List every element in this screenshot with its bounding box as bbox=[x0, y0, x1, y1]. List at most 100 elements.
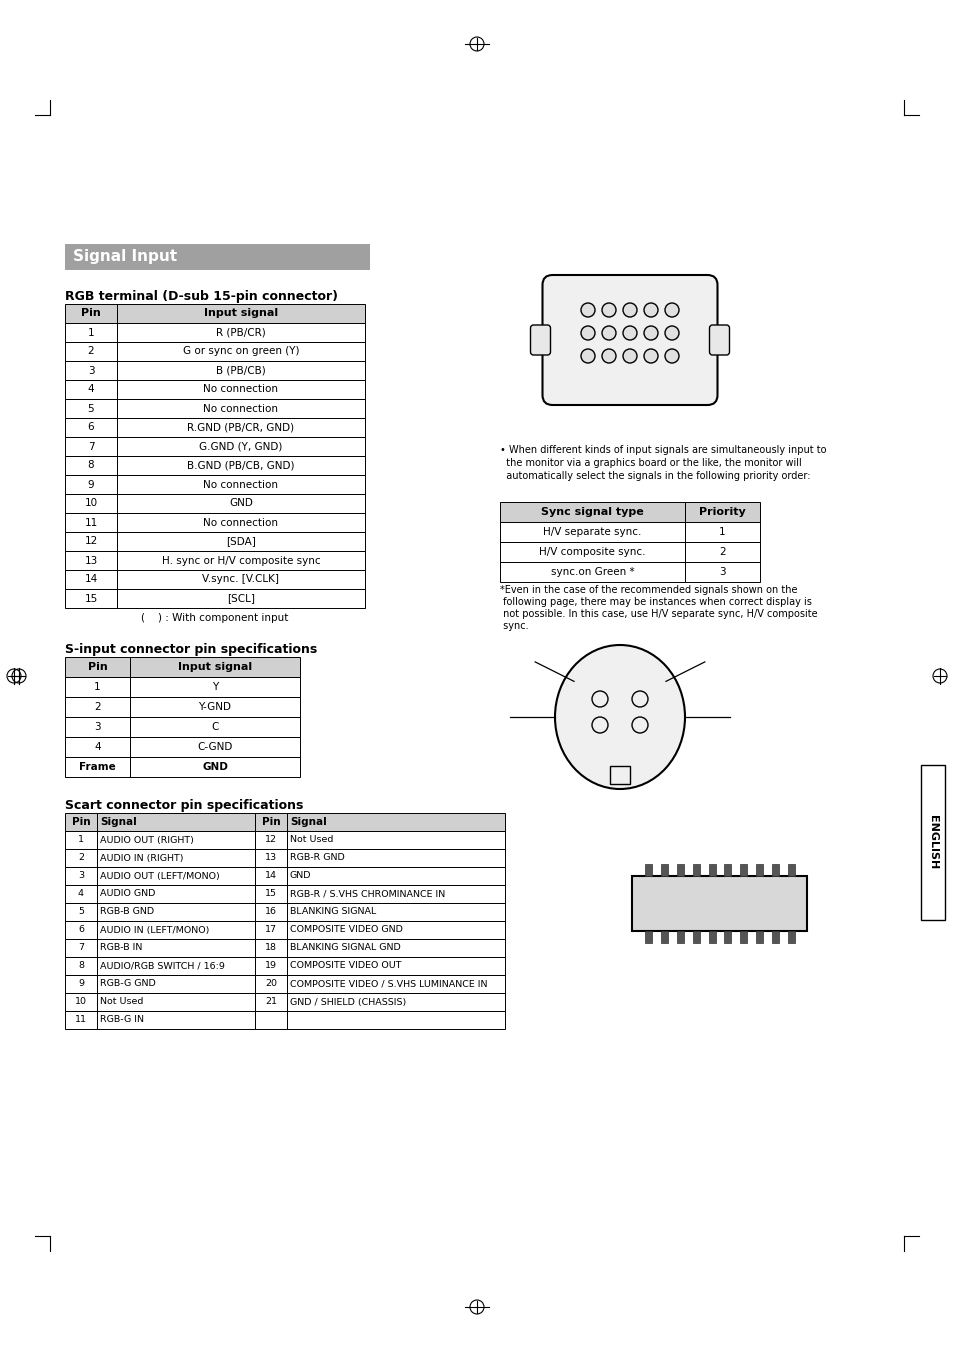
Text: Scart connector pin specifications: Scart connector pin specifications bbox=[65, 798, 303, 812]
Text: Not Used: Not Used bbox=[290, 835, 333, 844]
Bar bbox=[130, 717, 299, 738]
Bar bbox=[117, 399, 365, 417]
Bar bbox=[65, 342, 117, 361]
Text: RGB-R / S.VHS CHROMINANCE IN: RGB-R / S.VHS CHROMINANCE IN bbox=[290, 889, 445, 898]
Text: 1: 1 bbox=[78, 835, 84, 844]
Bar bbox=[287, 885, 504, 902]
Bar bbox=[287, 993, 504, 1011]
Bar bbox=[254, 867, 287, 885]
Text: 18: 18 bbox=[265, 943, 276, 952]
Text: 17: 17 bbox=[265, 925, 276, 935]
Text: 4: 4 bbox=[94, 742, 101, 753]
Bar bbox=[130, 697, 299, 717]
Text: H. sync or H/V composite sync: H. sync or H/V composite sync bbox=[161, 555, 320, 566]
Text: 6: 6 bbox=[78, 925, 84, 935]
Text: 19: 19 bbox=[265, 962, 276, 970]
Text: H/V separate sync.: H/V separate sync. bbox=[543, 527, 641, 536]
Bar bbox=[65, 361, 117, 380]
Bar bbox=[771, 931, 779, 943]
Text: 5: 5 bbox=[88, 404, 94, 413]
Bar bbox=[65, 436, 117, 457]
Circle shape bbox=[622, 303, 637, 317]
Bar bbox=[117, 436, 365, 457]
Text: automatically select the signals in the following priority order:: automatically select the signals in the … bbox=[499, 471, 810, 481]
Bar bbox=[609, 766, 629, 784]
Bar bbox=[130, 677, 299, 697]
Bar bbox=[65, 589, 117, 608]
Bar bbox=[65, 867, 97, 885]
Bar bbox=[287, 831, 504, 848]
Text: No connection: No connection bbox=[203, 385, 278, 394]
Bar bbox=[632, 875, 806, 931]
Bar bbox=[287, 1011, 504, 1029]
Bar bbox=[65, 848, 97, 867]
Text: No connection: No connection bbox=[203, 517, 278, 527]
Text: 1: 1 bbox=[94, 682, 101, 692]
Bar bbox=[65, 1011, 97, 1029]
Text: 9: 9 bbox=[78, 979, 84, 989]
Text: 10: 10 bbox=[85, 499, 97, 508]
Bar bbox=[287, 957, 504, 975]
Circle shape bbox=[643, 303, 658, 317]
Bar bbox=[254, 975, 287, 993]
Circle shape bbox=[592, 717, 607, 734]
Bar bbox=[97, 975, 254, 993]
Text: R (PB/CR): R (PB/CR) bbox=[216, 327, 266, 338]
Bar bbox=[65, 399, 117, 417]
Text: 3: 3 bbox=[78, 871, 84, 881]
Text: GND: GND bbox=[290, 871, 312, 881]
Text: RGB-G GND: RGB-G GND bbox=[100, 979, 155, 989]
Text: Input signal: Input signal bbox=[204, 308, 277, 319]
Bar bbox=[65, 738, 130, 757]
Circle shape bbox=[592, 690, 607, 707]
Text: 21: 21 bbox=[265, 997, 276, 1006]
Bar bbox=[97, 939, 254, 957]
Bar bbox=[65, 380, 117, 399]
Bar bbox=[771, 863, 779, 875]
Text: RGB-G IN: RGB-G IN bbox=[100, 1016, 144, 1024]
Text: sync.on Green *: sync.on Green * bbox=[550, 567, 634, 577]
Text: Not Used: Not Used bbox=[100, 997, 143, 1006]
Text: 3: 3 bbox=[88, 366, 94, 376]
Bar bbox=[97, 902, 254, 921]
Text: • When different kinds of input signals are simultaneously input to: • When different kinds of input signals … bbox=[499, 444, 825, 455]
Text: AUDIO OUT (LEFT/MONO): AUDIO OUT (LEFT/MONO) bbox=[100, 871, 219, 881]
Bar bbox=[684, 521, 760, 542]
Bar bbox=[660, 863, 667, 875]
Circle shape bbox=[622, 326, 637, 340]
Text: V.sync. [V.CLK]: V.sync. [V.CLK] bbox=[202, 574, 279, 585]
Bar bbox=[65, 902, 97, 921]
Circle shape bbox=[664, 303, 679, 317]
Bar bbox=[65, 885, 97, 902]
Circle shape bbox=[664, 349, 679, 363]
Bar bbox=[287, 813, 504, 831]
Text: 1: 1 bbox=[719, 527, 725, 536]
Bar bbox=[65, 993, 97, 1011]
Text: COMPOSITE VIDEO GND: COMPOSITE VIDEO GND bbox=[290, 925, 402, 935]
Bar bbox=[65, 657, 130, 677]
Text: Priority: Priority bbox=[699, 507, 745, 517]
Text: Sync signal type: Sync signal type bbox=[540, 507, 643, 517]
Text: [SCL]: [SCL] bbox=[227, 593, 254, 604]
Text: 8: 8 bbox=[78, 962, 84, 970]
Bar bbox=[723, 863, 731, 875]
Text: 8: 8 bbox=[88, 461, 94, 470]
Bar bbox=[254, 1011, 287, 1029]
Bar bbox=[756, 931, 762, 943]
Text: 7: 7 bbox=[88, 442, 94, 451]
Bar bbox=[65, 513, 117, 532]
Text: C-GND: C-GND bbox=[197, 742, 233, 753]
Text: Y: Y bbox=[212, 682, 218, 692]
Bar bbox=[117, 513, 365, 532]
Bar bbox=[723, 931, 731, 943]
Bar bbox=[499, 521, 684, 542]
Bar bbox=[684, 542, 760, 562]
Bar bbox=[499, 503, 684, 521]
Text: Input signal: Input signal bbox=[178, 662, 252, 671]
Bar bbox=[130, 738, 299, 757]
Ellipse shape bbox=[555, 644, 684, 789]
Circle shape bbox=[601, 326, 616, 340]
Bar bbox=[499, 542, 684, 562]
Text: AUDIO IN (RIGHT): AUDIO IN (RIGHT) bbox=[100, 854, 183, 862]
Bar bbox=[254, 848, 287, 867]
